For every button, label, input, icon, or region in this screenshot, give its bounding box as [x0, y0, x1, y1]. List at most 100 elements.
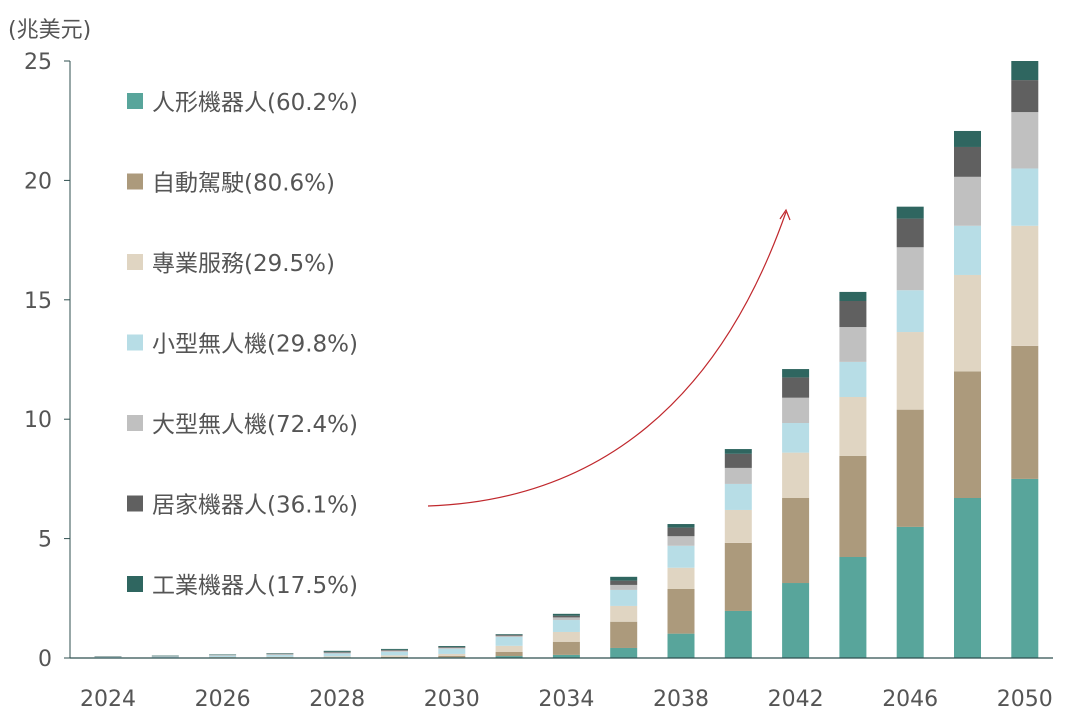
legend-label: 專業服務(29.5%) — [152, 251, 335, 277]
bar-segment — [668, 589, 695, 634]
bar-segment — [782, 453, 809, 498]
bar-segment — [496, 646, 523, 652]
bar-segment — [839, 557, 866, 658]
bar-segment — [954, 177, 981, 226]
bar-segment — [553, 616, 580, 618]
bar-segment — [668, 546, 695, 568]
bar-stack-2032 — [496, 634, 523, 658]
legend-label: 小型無人機(29.8%) — [152, 332, 358, 358]
bar-segment — [324, 653, 351, 656]
bar-segment — [725, 510, 752, 543]
bar-segment — [496, 637, 523, 646]
bar-segment — [381, 655, 408, 656]
bar-segment — [954, 498, 981, 658]
bar-segment — [782, 583, 809, 658]
bar-segment — [610, 581, 637, 585]
legend-label: 居家機器人(36.1%) — [152, 493, 358, 519]
bar-segment — [266, 654, 293, 655]
bar-stack-2036 — [610, 577, 637, 658]
bar-stack-2040 — [725, 449, 752, 658]
bar-segment — [496, 652, 523, 656]
bar-segment — [668, 634, 695, 658]
bar-segment — [553, 642, 580, 655]
bar-segment — [1011, 226, 1038, 346]
bar-segment — [610, 606, 637, 622]
bar-segment — [725, 454, 752, 468]
legend-label: 自動駕駛(80.6%) — [152, 171, 335, 197]
bar-stack-2048 — [954, 131, 981, 658]
x-tick-label: 2034 — [538, 687, 594, 712]
bar-segment — [610, 577, 637, 581]
bar-segment — [839, 327, 866, 362]
bar-stack-2042 — [782, 369, 809, 658]
legend-item: 自動駕駛(80.6%) — [127, 171, 335, 197]
x-tick-label: 2046 — [882, 687, 938, 712]
bar-segment — [324, 656, 351, 657]
bar-segment — [209, 656, 236, 657]
bar-stack-2044 — [839, 292, 866, 658]
legend-label: 大型無人機(72.4%) — [152, 412, 358, 438]
bar-segment — [725, 449, 752, 454]
bar-segment — [839, 362, 866, 397]
x-tick-label: 2050 — [997, 687, 1053, 712]
x-tick-label: 2042 — [768, 687, 824, 712]
bar-segment — [496, 635, 523, 636]
bar-segment — [725, 611, 752, 658]
bar-segment — [553, 620, 580, 632]
bar-segment — [1011, 61, 1038, 80]
bar-segment — [782, 369, 809, 377]
bar-segment — [438, 647, 465, 648]
bar-segment — [1011, 112, 1038, 168]
bar-segment — [897, 410, 924, 527]
bar-segment — [725, 484, 752, 510]
bar-segment — [1011, 479, 1038, 658]
legend-item: 工業機器人(17.5%) — [127, 573, 358, 599]
legend-label: 工業機器人(17.5%) — [152, 573, 358, 599]
bar-segment — [1011, 168, 1038, 225]
bar-stack-2046 — [897, 207, 924, 658]
legend-swatch — [127, 415, 143, 431]
bar-segment — [381, 651, 408, 652]
bar-segment — [610, 622, 637, 648]
bar-segment — [381, 650, 408, 651]
bar-stack-2027 — [266, 653, 293, 658]
bar-segment — [782, 423, 809, 453]
bar-segment — [782, 377, 809, 397]
bar-stack-2028 — [324, 651, 351, 658]
bar-segment — [839, 301, 866, 327]
bar-segment — [438, 648, 465, 649]
bar-stack-2038 — [668, 524, 695, 658]
bar-segment — [496, 634, 523, 635]
legend-swatch — [127, 174, 143, 190]
y-axis-label: (兆美元) — [8, 18, 91, 43]
bar-segment — [381, 652, 408, 656]
bar-segment — [954, 226, 981, 275]
x-tick-label: 2038 — [653, 687, 709, 712]
bar-stack-2050 — [1011, 61, 1038, 658]
bar-segment — [668, 536, 695, 546]
bar-segment — [897, 247, 924, 290]
bar-segment — [553, 617, 580, 620]
bar-segment — [954, 275, 981, 371]
bar-segment — [1011, 80, 1038, 112]
y-tick-label: 10 — [24, 408, 52, 433]
bar-segment — [668, 568, 695, 589]
bar-segment — [1011, 346, 1038, 479]
bar-segment — [897, 290, 924, 332]
y-tick-label: 25 — [24, 50, 52, 75]
bar-segment — [725, 468, 752, 484]
bar-segment — [954, 371, 981, 498]
y-tick-label: 0 — [38, 647, 52, 672]
bar-segment — [897, 219, 924, 248]
legend-item: 專業服務(29.5%) — [127, 251, 335, 277]
bar-segment — [668, 524, 695, 528]
bar-segment — [381, 649, 408, 650]
bar-segment — [266, 655, 293, 657]
bar-segment — [954, 147, 981, 177]
bar-segment — [496, 636, 523, 637]
y-tick-label: 5 — [38, 528, 52, 553]
bar-segment — [839, 456, 866, 557]
bar-segment — [668, 528, 695, 537]
bar-segment — [839, 292, 866, 301]
